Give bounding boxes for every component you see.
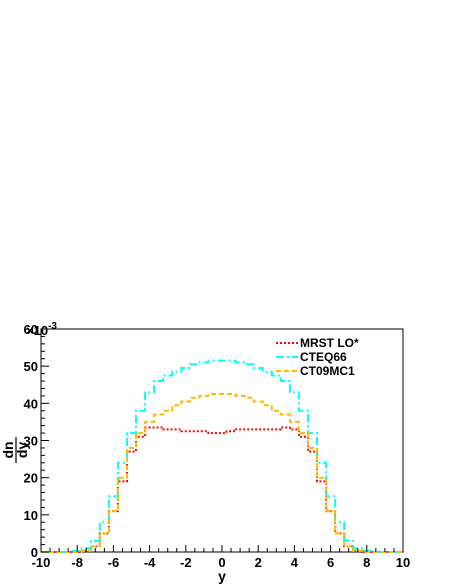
x-tick-label: 6 — [327, 555, 334, 570]
y-tick-label: 30 — [24, 434, 38, 449]
series-line-2 — [41, 359, 403, 553]
x-tick-label: 8 — [363, 555, 370, 570]
y-tick-label: 20 — [24, 471, 38, 486]
x-axis-title: y — [218, 568, 226, 584]
x-tick-label: -8 — [71, 555, 83, 570]
y-axis-title-numerator: dn — [0, 441, 16, 458]
ticks-layer: -10 -8 -6 -4 -2 0 2 4 6 8 10 0 10 20 30 40 50 60 — [24, 322, 411, 570]
series-line-1 — [41, 426, 403, 553]
y-axis-title-denominator: dy — [14, 442, 30, 459]
x-tick-label: 2 — [255, 555, 262, 570]
legend-label: MRST LO* — [300, 336, 359, 350]
series-layer — [41, 359, 403, 553]
y-tick-label: 40 — [24, 396, 38, 411]
x-tick-label: -2 — [180, 555, 192, 570]
series-line-3 — [41, 393, 403, 553]
x-tick-label: 10 — [396, 555, 410, 570]
x-tick-label: -10 — [32, 555, 51, 570]
x-tick-label: -4 — [144, 555, 156, 570]
y-tick-label: 60 — [24, 322, 38, 337]
y-tick-label: 50 — [24, 359, 38, 374]
x-tick-label: 0 — [218, 555, 225, 570]
plot-frame — [40, 328, 404, 553]
y-multiplier-exponent: -3 — [48, 321, 57, 332]
legend-label: CTEQ66 — [300, 350, 347, 364]
x-tick-label: -6 — [108, 555, 120, 570]
y-multiplier-base: ×10 — [26, 323, 48, 338]
y-tick-label: 10 — [24, 508, 38, 523]
legend-label: CT09MC1 — [300, 364, 355, 378]
y-multiplier-label: ×10-3 — [26, 321, 57, 338]
y-tick-label: 0 — [31, 545, 38, 560]
x-tick-label: 4 — [291, 555, 299, 570]
